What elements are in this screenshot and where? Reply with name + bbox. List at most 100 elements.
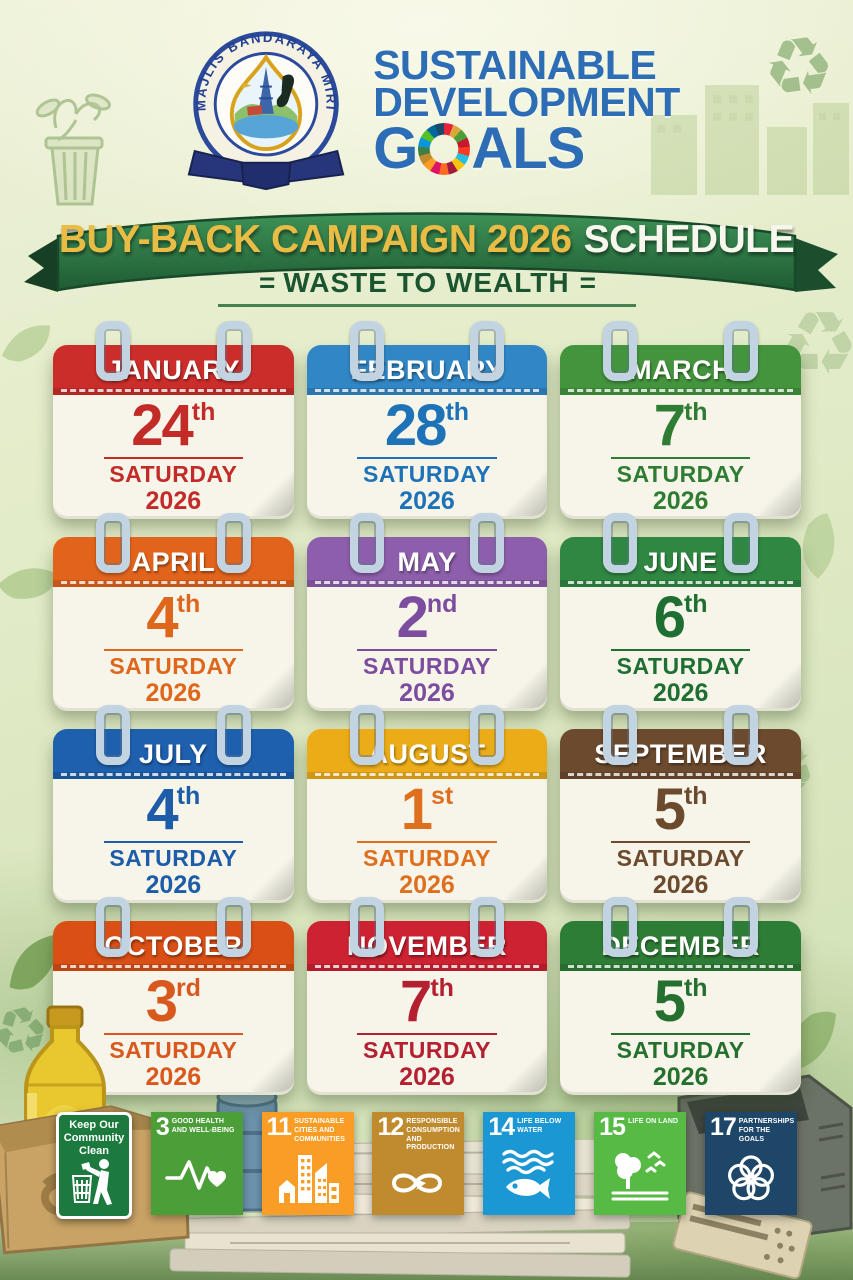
- ribbon-right-tail: [795, 238, 838, 292]
- day-number: 4: [146, 777, 178, 842]
- schedule-title: SCHEDULE: [583, 218, 795, 261]
- year-label: 2026: [399, 679, 455, 707]
- date-divider: [357, 457, 497, 459]
- day-ordinal: th: [176, 782, 201, 810]
- date-divider: [610, 841, 751, 843]
- date-divider: [610, 649, 751, 651]
- year-label: 2026: [652, 679, 709, 707]
- sdg-15-tile: 15 LIFE ON LAND: [594, 1112, 687, 1215]
- subtitle-text: WASTE TO WEALTH: [283, 267, 570, 298]
- year-label: 2026: [399, 871, 455, 899]
- month-header: APRIL: [53, 537, 294, 587]
- month-header: NOVEMBER: [306, 921, 548, 971]
- sdg-17-tile: 17 PARTNERSHIPS FOR THE GOALS: [704, 1112, 797, 1215]
- month-name: APRIL: [131, 546, 216, 577]
- sdg-title: SUSTAINABLE CITIES AND COMMUNITIES: [294, 1118, 345, 1143]
- binder-ring-icon: [470, 705, 505, 765]
- day-number: 5: [653, 969, 686, 1034]
- sign-text: Keep Our Community Clean: [63, 1119, 125, 1157]
- month-header: DECEMBER: [560, 921, 801, 971]
- binder-ring-icon: [96, 513, 131, 573]
- weekday-label: SATURDAY: [109, 461, 238, 487]
- day-ordinal: th: [176, 590, 201, 618]
- binder-ring-icon: [216, 321, 251, 381]
- date-divider: [103, 1033, 244, 1035]
- title-goals: G ALS: [373, 116, 680, 182]
- goals-letters-als: ALS: [471, 116, 585, 182]
- banner-ribbon: [24, 212, 838, 292]
- city-council-crest-logo: MAJLIS BANDARAYA MIRI: [187, 30, 345, 191]
- day-number: 7: [400, 969, 432, 1034]
- binder-ring-icon: [96, 321, 131, 381]
- infinity-arrow-icon: [392, 1173, 443, 1193]
- month-header: FEBRUARY: [306, 345, 548, 395]
- tidyman-litter-icon: [71, 1158, 112, 1205]
- subtitle: = WASTE TO WEALTH =: [0, 267, 853, 299]
- sdg-14-tile: 14 LIFE BELOW WATER: [483, 1112, 576, 1215]
- weekday-label: SATURDAY: [109, 1037, 238, 1063]
- binder-ring-icon: [603, 897, 638, 957]
- sdg-number: 14: [488, 1113, 515, 1141]
- date-divider: [103, 841, 244, 843]
- day-ordinal: th: [191, 398, 216, 426]
- title-development: DEVELOPMENT: [373, 79, 680, 126]
- binder-ring-icon: [470, 513, 505, 573]
- grass-ground: [0, 1222, 853, 1280]
- sdg-title: LIFE ON LAND: [627, 1118, 679, 1125]
- day-ordinal: nd: [426, 590, 458, 618]
- tree-birds-icon: [611, 1151, 669, 1201]
- banner-title: BUY-BACK CAMPAIGN 2026 SCHEDULE: [0, 217, 853, 263]
- day-ordinal: th: [430, 974, 454, 1002]
- city-buildings-icon: [278, 1155, 339, 1204]
- sdg-11-tile: 11 SUSTAINABLE CITIES AND COMMUNITIES: [261, 1112, 354, 1215]
- year-label: 2026: [399, 1063, 455, 1091]
- binder-ring-icon: [96, 897, 131, 957]
- title-sustainable: SUSTAINABLE: [373, 41, 657, 88]
- month-header: SEPTEMBER: [560, 729, 801, 779]
- binder-ring-icon: [349, 705, 384, 765]
- year-label: 2026: [399, 487, 455, 515]
- weekday-label: SATURDAY: [363, 653, 491, 679]
- sdg-title: PARTNERSHIPS FOR THE GOALS: [738, 1118, 795, 1143]
- month-header: JULY: [53, 729, 294, 779]
- day-number: 4: [146, 585, 178, 650]
- date-divider: [103, 457, 244, 459]
- month-header: MAY: [306, 537, 548, 587]
- day-number: 2: [396, 585, 429, 650]
- day-number: 1: [400, 777, 433, 842]
- sdg-3-tile: 3 GOOD HEALTH AND WELL-BEING: [150, 1112, 243, 1215]
- binder-ring-icon: [96, 705, 131, 765]
- binder-ring-icon: [349, 897, 384, 957]
- binder-ring-icon: [723, 705, 758, 765]
- month-name: JUNE: [643, 546, 718, 577]
- binder-ring-icon: [470, 321, 505, 381]
- date-divider: [610, 1033, 751, 1035]
- month-header: AUGUST: [306, 729, 548, 779]
- crest-ribbon: [187, 149, 345, 191]
- binder-ring-icon: [723, 321, 758, 381]
- date-divider: [357, 1033, 497, 1035]
- weekday-label: SATURDAY: [616, 1037, 745, 1063]
- flank-left: =: [259, 267, 275, 298]
- day-ordinal: th: [683, 398, 708, 426]
- day-number: 28: [384, 393, 447, 458]
- year-label: 2026: [145, 1063, 202, 1091]
- binder-ring-icon: [216, 513, 251, 573]
- binder-ring-icon: [603, 321, 638, 381]
- sdg-number: 11: [266, 1113, 292, 1141]
- year-label: 2026: [652, 871, 709, 899]
- year-label: 2026: [145, 871, 202, 899]
- year-label: 2026: [145, 487, 202, 515]
- month-name: MARCH: [629, 354, 733, 385]
- month-header: JUNE: [560, 537, 801, 587]
